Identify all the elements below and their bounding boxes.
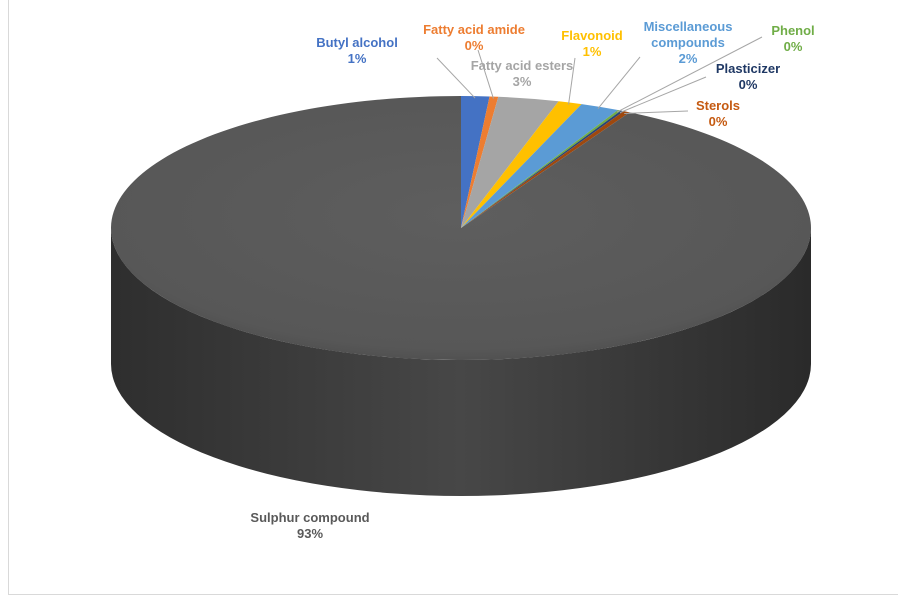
leader-line-miscellaneous-compounds	[597, 56, 641, 109]
leader-line-plasticizer	[619, 76, 707, 114]
leader-line-phenol	[616, 36, 763, 113]
slice-sterols	[461, 111, 630, 228]
data-labels: Butyl alcohol 1% Fatty acid amide 0% Fatty a…	[250, 19, 814, 541]
data-label-fatty-acid-esters: Fatty acid esters 3%	[471, 58, 574, 89]
pie-side-wall	[111, 228, 811, 496]
slice-plasticizer	[461, 110, 624, 228]
slice-fatty-acid-esters	[461, 96, 559, 229]
leader-line-butyl-alcohol	[436, 57, 476, 99]
leader-line-fatty-acid-amide	[477, 49, 494, 99]
slice-butyl-alcohol	[461, 96, 490, 228]
pie-side	[111, 228, 811, 496]
data-label-sulphur-compound: Sulphur compound 93%	[250, 510, 369, 541]
data-label-butyl-alcohol: Butyl alcohol 1%	[316, 35, 398, 66]
chart-frame	[8, 0, 898, 595]
data-label-sterols: Sterols 0%	[696, 98, 740, 129]
data-label-fatty-acid-amide: Fatty acid amide 0%	[423, 22, 525, 53]
slice-miscellaneous-compounds	[461, 104, 618, 228]
data-label-phenol: Phenol 0%	[771, 23, 814, 54]
slice-phenol	[461, 110, 621, 228]
data-label-miscellaneous-compounds: Miscellaneous compounds 2%	[644, 19, 733, 66]
slice-fatty-acid-amide	[461, 96, 499, 228]
leader-line-sterols	[624, 110, 689, 114]
data-label-flavonoid: Flavonoid 1%	[561, 28, 622, 59]
slice-sulphur-compound	[110, 96, 812, 360]
slice-flavonoid	[461, 101, 582, 228]
pie-top	[110, 96, 812, 360]
leader-line-flavonoid	[568, 57, 576, 105]
data-label-plasticizer: Plasticizer 0%	[716, 61, 780, 92]
leader-lines	[436, 36, 763, 114]
